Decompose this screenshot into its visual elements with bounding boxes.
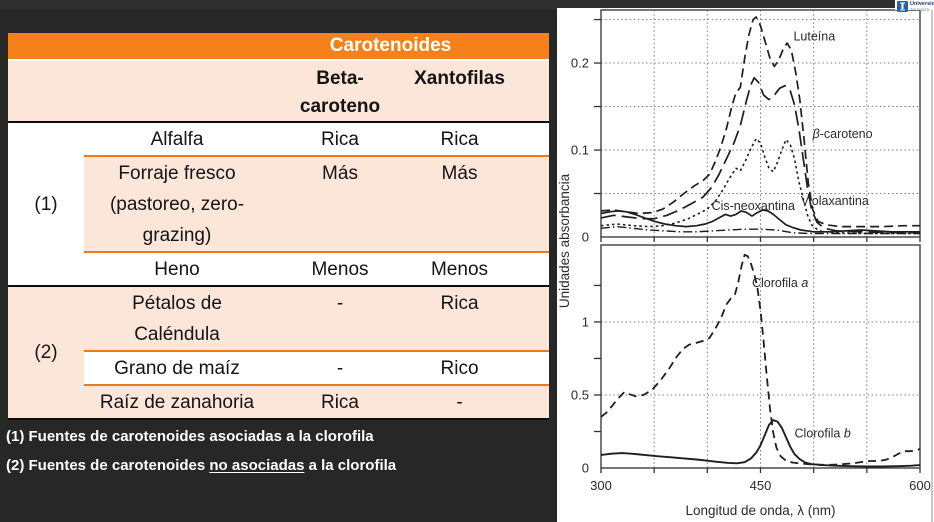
- page-corner: [895, 0, 934, 10]
- table-row: Heno Menos Menos: [8, 252, 550, 287]
- row-xanto-value: -: [390, 385, 550, 420]
- row-beta-value: -: [290, 351, 390, 386]
- plot-frame: [600, 9, 921, 238]
- row-beta-value: Más: [290, 156, 390, 253]
- logo-text: Universidad Zaragoza: [910, 1, 934, 12]
- curve-label: Clorofila a: [752, 276, 808, 290]
- curve-label: Cis-neoxantina: [712, 199, 795, 213]
- footnote-2: (2) Fuentes de carotenoides no asociadas…: [6, 457, 396, 475]
- table-row: Grano de maíz - Rico: [8, 351, 550, 386]
- row-item: Pétalos de Caléndula: [84, 286, 290, 352]
- row-xanto-value: Rica: [390, 286, 550, 352]
- curve-label: Luteína: [793, 29, 835, 43]
- curve-violaxantina: [600, 137, 920, 235]
- y-tick-label: 0.5: [571, 387, 589, 402]
- curve-label: β-caroteno: [812, 127, 873, 141]
- col-header-beta-caroteno: Beta-caroteno: [290, 60, 390, 123]
- y-tick-label: 0.1: [571, 143, 589, 158]
- footnote-2-suffix: a la clorofila: [304, 457, 397, 474]
- row-item: Alfalfa: [84, 122, 290, 157]
- curve-caroteno: [600, 76, 920, 234]
- table-row: (1) Alfalfa Rica Rica: [8, 122, 550, 287]
- footnote-1: (1) Fuentes de carotenoides asociadas a …: [6, 428, 374, 446]
- row-item: Raíz de zanahoria: [84, 385, 290, 420]
- figure-panel: 0 0.1 0.2 Luteína β-caroteno Cis-neoxantina Vi…: [557, 8, 934, 522]
- logo-line-2: Zaragoza: [910, 7, 930, 12]
- y-axis-label: Unidades absorbancia: [557, 173, 572, 308]
- logo-line-1: Universidad: [910, 1, 934, 7]
- x-tick-label: 600: [909, 478, 931, 493]
- curve-lute-na: [600, 16, 920, 228]
- col-header-xantofilas: Xantofilas: [390, 60, 550, 123]
- row-xanto-value: Menos: [390, 252, 550, 287]
- group-2-cell: (2): [8, 286, 84, 420]
- group-1-cell: (1): [8, 122, 84, 287]
- row-item: Forraje fresco (pastoreo, zero-grazing): [84, 156, 290, 253]
- table-title: Carotenoides: [290, 33, 550, 61]
- table-row: (2) Pétalos de Caléndula - Rica: [8, 286, 550, 420]
- university-emblem-icon: [897, 1, 908, 12]
- curve-clorofila-b: [600, 419, 921, 468]
- curve-label: Violaxantina: [801, 194, 869, 208]
- y-tick-label: 0.2: [571, 56, 589, 71]
- table-row: Raíz de zanahoria Rica -: [8, 385, 550, 420]
- row-beta-value: Rica: [290, 385, 390, 420]
- carotenoids-table: Carotenoides Beta-caroteno Xantofilas (1…: [8, 33, 550, 420]
- row-item: Heno: [84, 252, 290, 287]
- footnote-1-text: (1) Fuentes de carotenoides asociadas a …: [6, 428, 374, 445]
- y-tick-label: 1: [582, 314, 589, 329]
- x-tick-label: 450: [750, 478, 772, 493]
- column-header-row: Beta-caroteno Xantofilas: [8, 60, 550, 123]
- x-tick-label: 300: [590, 478, 612, 493]
- table-row: Forraje fresco (pastoreo, zero-grazing) …: [8, 156, 550, 253]
- table-title-row: Carotenoides: [8, 33, 550, 61]
- top-strip: [0, 0, 895, 9]
- footnote-2-prefix: (2) Fuentes de carotenoides: [6, 457, 210, 474]
- curve-cis-neoxantina: [600, 209, 920, 233]
- footnote-2-underlined: no asociadas: [209, 457, 305, 474]
- row-beta-value: Rica: [290, 122, 390, 157]
- y-tick-label: 0: [582, 461, 589, 476]
- x-axis-label: Longitud de onda, λ (nm): [685, 503, 835, 518]
- page-edge: [931, 8, 933, 522]
- curve-label: Clorofila b: [795, 426, 851, 440]
- y-tick-label: 0: [582, 230, 589, 245]
- plot-frame: [600, 244, 921, 469]
- row-beta-value: Menos: [290, 252, 390, 287]
- row-xanto-value: Rica: [390, 122, 550, 157]
- row-xanto-value: Más: [390, 156, 550, 253]
- table-title-spacer: [8, 33, 290, 61]
- row-item: Grano de maíz: [84, 351, 290, 386]
- row-xanto-value: Rico: [390, 351, 550, 386]
- universidad-zaragoza-logo: Universidad Zaragoza: [897, 1, 934, 12]
- curve-clorofila-a: [600, 253, 921, 466]
- spectra-svg: 0 0.1 0.2 Luteína β-caroteno Cis-neoxantina Vi…: [557, 9, 931, 518]
- row-beta-value: -: [290, 286, 390, 352]
- curve-trace: [600, 225, 920, 235]
